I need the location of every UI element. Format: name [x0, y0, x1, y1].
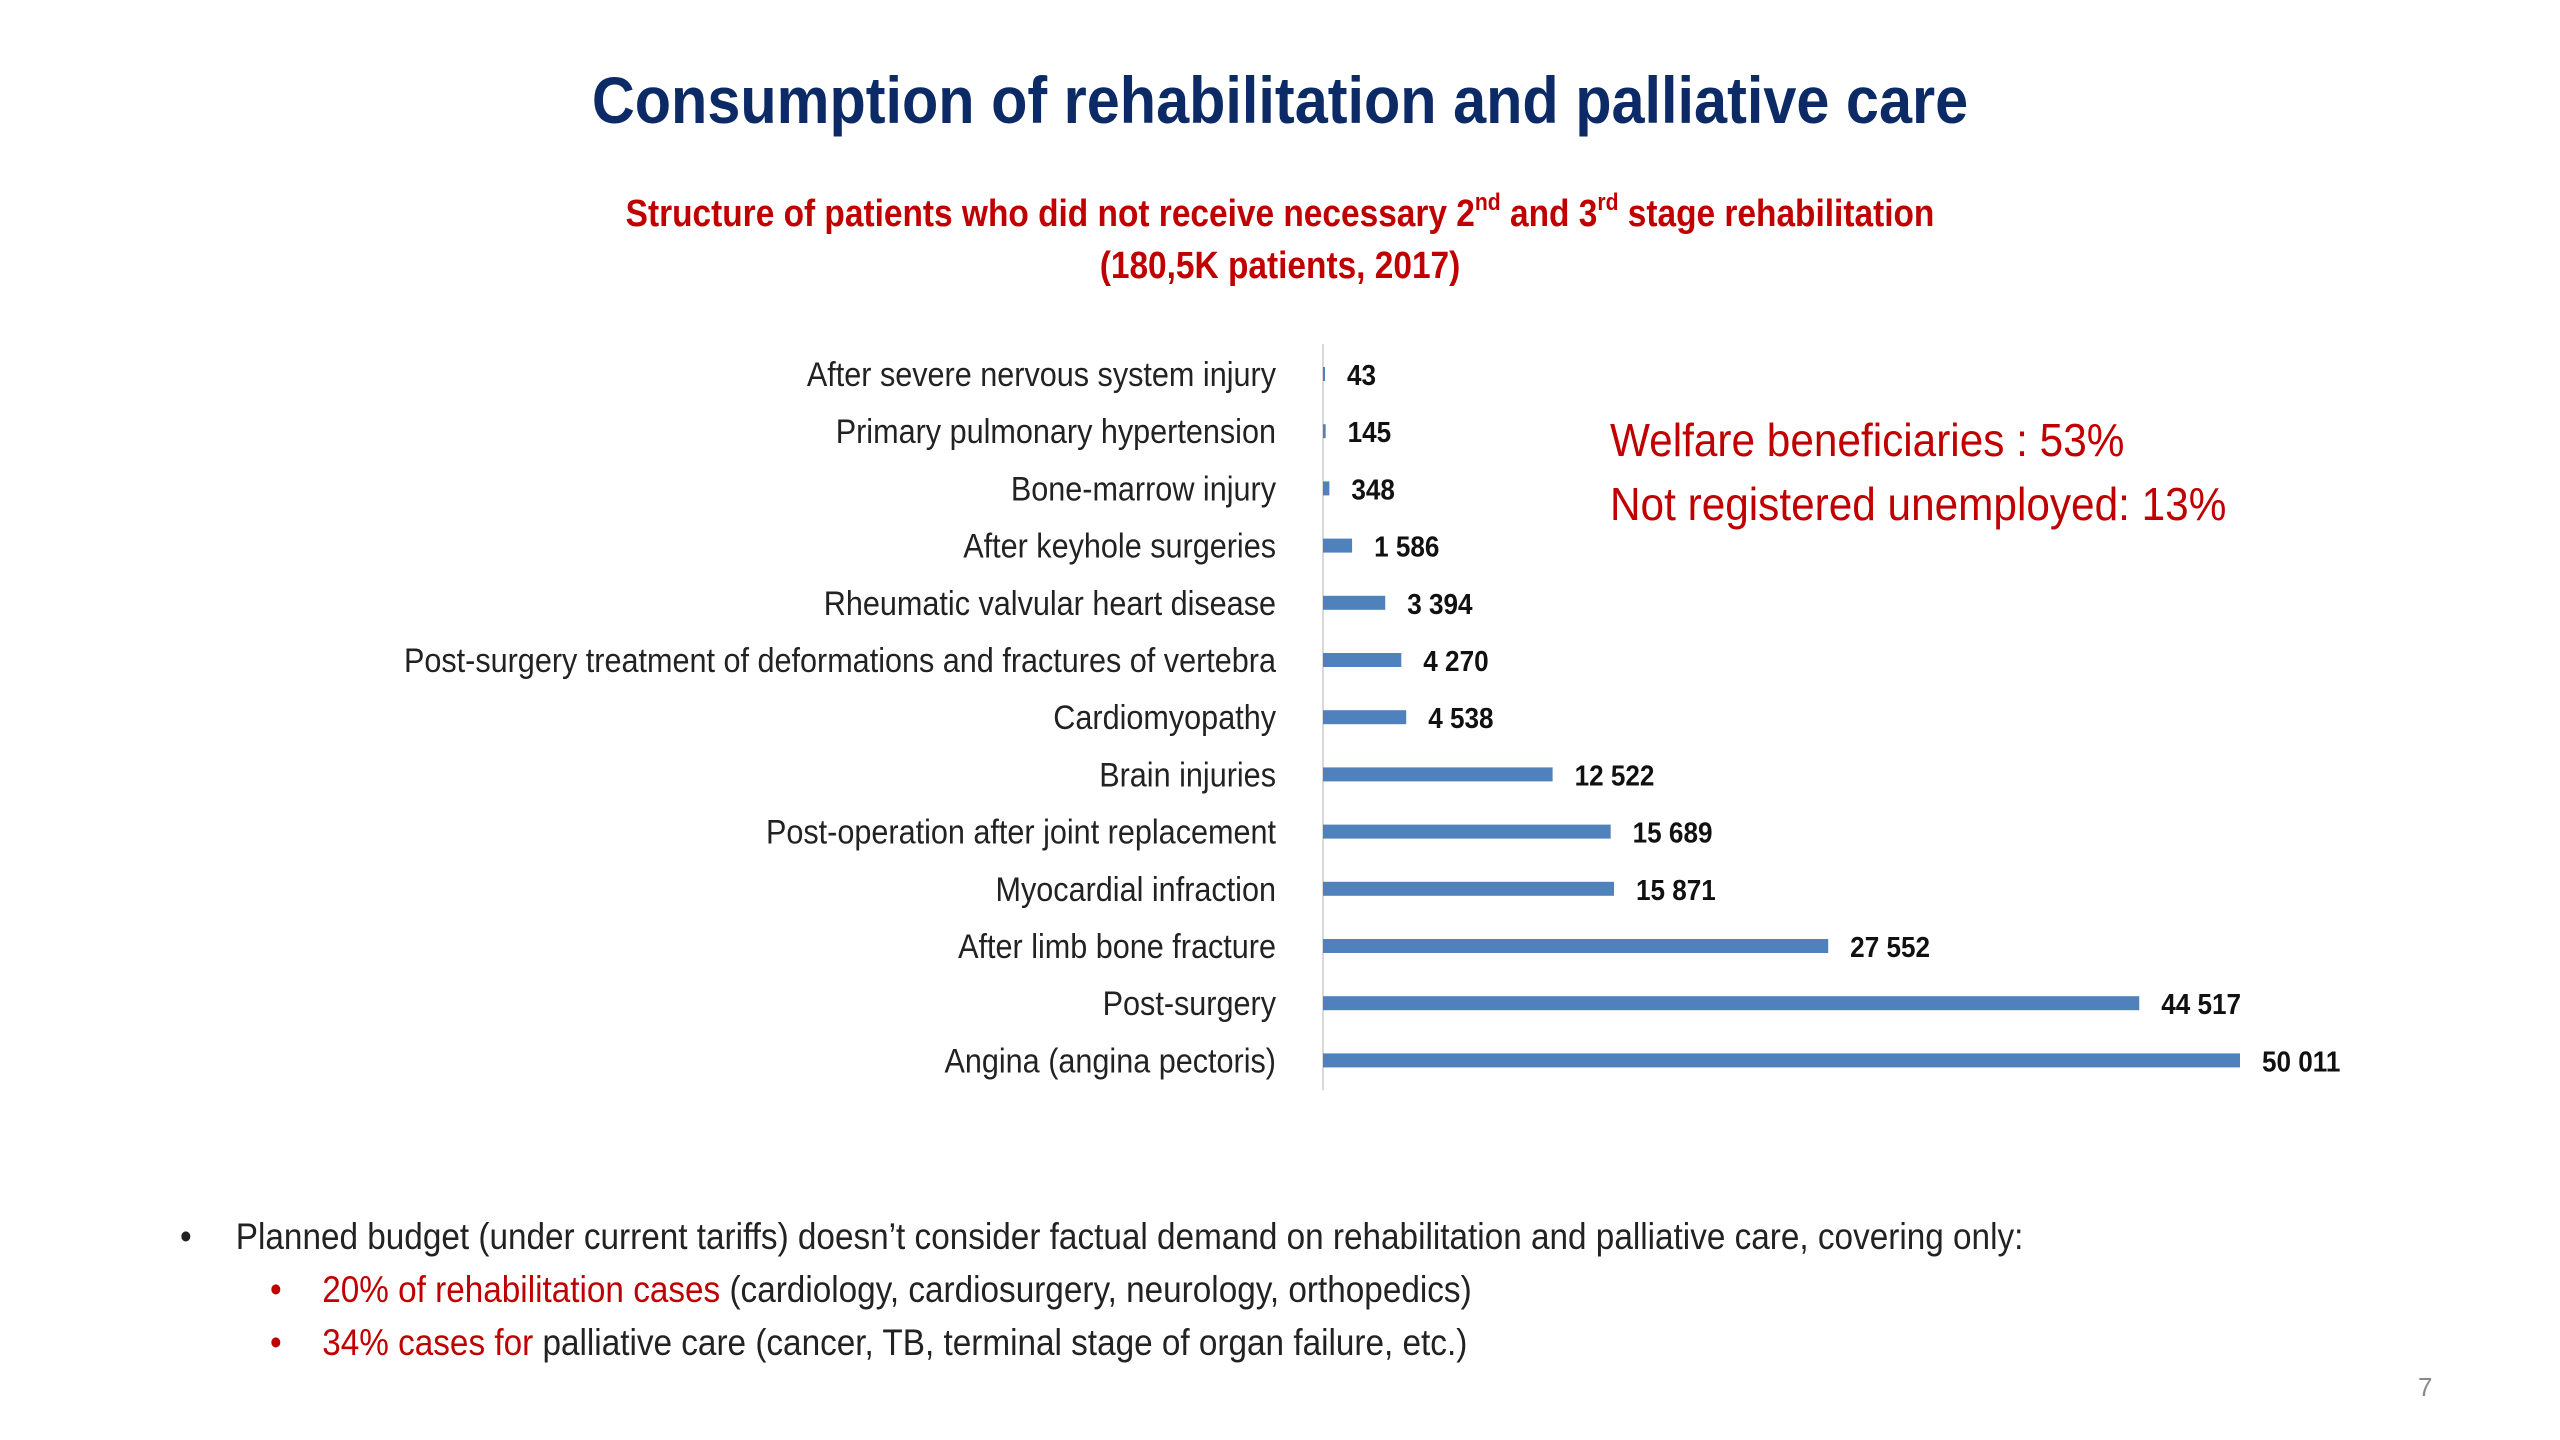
- category-label: After severe nervous system injury: [807, 356, 1277, 394]
- category-label: Bone-marrow injury: [1011, 470, 1277, 508]
- bar: [1323, 481, 1330, 496]
- data-label: 50 011: [2262, 1045, 2340, 1078]
- bullet-main-text: Planned budget (under current tariffs) d…: [235, 1216, 2024, 1257]
- subtitle-sup-rd: rd: [1597, 189, 1619, 216]
- bar: [1323, 595, 1386, 610]
- data-label: 145: [1348, 416, 1392, 449]
- category-label: Post-surgery treatment of deformations a…: [404, 642, 1276, 680]
- bar: [1323, 824, 1611, 839]
- category-label: Post-surgery: [1103, 985, 1277, 1023]
- bar: [1323, 996, 2140, 1011]
- category-label: After keyhole surgeries: [963, 527, 1276, 565]
- subtitle-text-c: stage rehabilitation: [1618, 193, 1935, 235]
- bullet-sub-palliative-text: palliative care (cancer, TB, terminal st…: [533, 1322, 1468, 1363]
- subtitle-sup-nd: nd: [1474, 189, 1501, 216]
- data-label: 27 552: [1850, 931, 1930, 964]
- callout-unemployed: Not registered unemployed: 13%: [1610, 478, 2227, 530]
- data-label: 15 871: [1636, 874, 1716, 907]
- bullet-main: • Planned budget (under current tariffs)…: [180, 1210, 2023, 1263]
- data-label: 348: [1351, 473, 1395, 506]
- category-label: Primary pulmonary hypertension: [836, 413, 1276, 451]
- bar: [1323, 1053, 2240, 1068]
- data-label: 4 270: [1423, 645, 1488, 678]
- bar: [1323, 424, 1326, 439]
- data-label: 43: [1347, 359, 1376, 392]
- bullet-sub-palliative: • 34% cases for palliative care (cancer,…: [180, 1316, 2023, 1369]
- category-label: Brain injuries: [1099, 756, 1276, 794]
- page-number: 7: [2418, 1372, 2433, 1402]
- chart-subtitle: Structure of patients who did not receiv…: [154, 188, 2407, 292]
- bullet-sub-rehab: • 20% of rehabilitation cases (cardiolog…: [180, 1263, 2023, 1316]
- category-label: Rheumatic valvular heart disease: [824, 584, 1276, 622]
- data-label: 44 517: [2161, 988, 2241, 1021]
- category-label: Post-operation after joint replacement: [766, 813, 1276, 851]
- data-label: 4 538: [1428, 702, 1493, 735]
- callout-box: Welfare beneficiaries : 53% Not register…: [1610, 408, 2226, 536]
- slide-title: Consumption of rehabilitation and pallia…: [591, 63, 1969, 137]
- bullet-marker: •: [180, 1216, 192, 1257]
- bar: [1323, 367, 1325, 381]
- data-label: 12 522: [1575, 759, 1655, 792]
- category-label: Myocardial infraction: [996, 870, 1276, 908]
- category-label: After limb bone fracture: [958, 928, 1276, 966]
- subtitle-text-b: and 3: [1500, 193, 1598, 235]
- bullet-marker-red: •: [270, 1322, 282, 1363]
- bar: [1323, 881, 1615, 896]
- bullet-sub-rehab-text: (cardiology, cardiosurgery, neurology, o…: [720, 1269, 1472, 1310]
- callout-welfare: Welfare beneficiaries : 53%: [1610, 414, 2125, 466]
- data-label: 15 689: [1633, 816, 1713, 849]
- bar: [1323, 653, 1402, 667]
- data-label: 3 394: [1407, 588, 1473, 621]
- bar-chart: After severe nervous system injury 43 Prim…: [404, 344, 2340, 1091]
- bullet-sub-rehab-highlight: 20% of rehabilitation cases: [322, 1269, 721, 1310]
- bullet-sub-palliative-highlight: 34% cases for: [322, 1322, 534, 1363]
- bullet-list: • Planned budget (under current tariffs)…: [180, 1210, 2023, 1369]
- category-label: Cardiomyopathy: [1053, 699, 1276, 737]
- subtitle-line-1: Structure of patients who did not receiv…: [154, 188, 2407, 240]
- bar: [1323, 939, 1829, 953]
- category-label: Angina (angina pectoris): [944, 1042, 1276, 1080]
- subtitle-text-a: Structure of patients who did not receiv…: [625, 193, 1475, 235]
- bullet-marker-red: •: [270, 1269, 282, 1310]
- bar: [1323, 538, 1353, 553]
- bar: [1323, 710, 1407, 725]
- data-label: 1 586: [1374, 530, 1439, 563]
- bar: [1323, 767, 1553, 782]
- subtitle-line-2: (180,5K patients, 2017): [1099, 245, 1461, 287]
